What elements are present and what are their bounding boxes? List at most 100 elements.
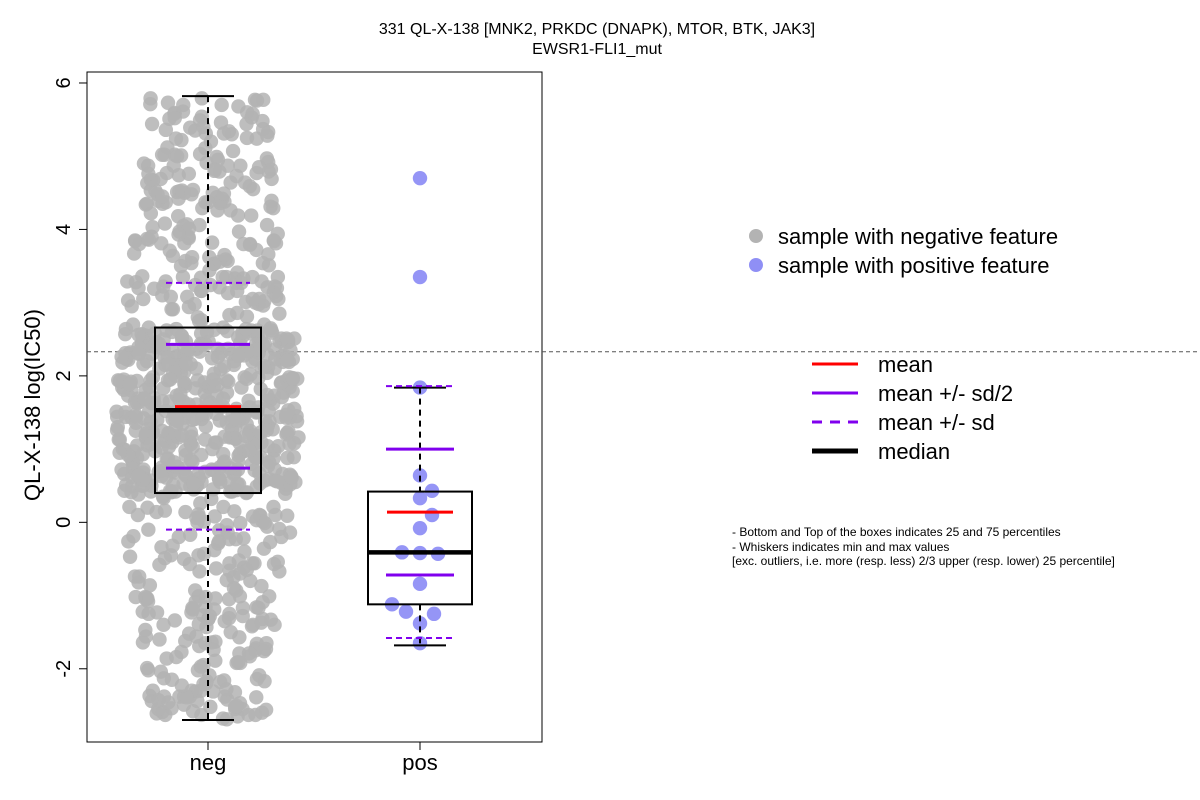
data-point [143, 97, 158, 112]
data-point [126, 529, 141, 544]
data-point [198, 419, 214, 434]
data-point [212, 413, 227, 428]
data-point [202, 608, 217, 624]
data-point [185, 602, 200, 617]
data-point [114, 462, 129, 477]
data-point [209, 561, 224, 576]
footnote: - Bottom and Top of the boxes indicates … [732, 525, 1115, 569]
data-point [167, 110, 182, 126]
data-point [236, 236, 251, 252]
data-point [223, 203, 238, 218]
y-tick-label: 4 [53, 224, 75, 235]
data-point [228, 411, 243, 427]
data-point [261, 455, 277, 470]
data-point [166, 477, 181, 493]
data-point [200, 195, 216, 210]
data-point [412, 468, 428, 483]
data-point [184, 187, 199, 202]
data-point [138, 622, 153, 638]
data-point [174, 644, 189, 660]
data-point [252, 668, 267, 683]
data-point [158, 274, 173, 289]
data-point [124, 299, 139, 314]
data-point [412, 269, 428, 285]
data-point [239, 130, 255, 146]
data-point [206, 642, 221, 657]
data-point [242, 179, 257, 194]
data-point [258, 702, 274, 717]
data-point [282, 436, 297, 452]
data-point [266, 233, 282, 249]
data-point [167, 613, 183, 628]
data-point [156, 617, 171, 633]
data-point [261, 258, 277, 273]
data-point [183, 452, 199, 468]
data-point [235, 608, 250, 624]
data-point [257, 293, 272, 309]
data-point [118, 477, 134, 493]
data-point [229, 305, 245, 321]
data-point [162, 394, 177, 409]
data-point [412, 616, 428, 631]
data-point [188, 277, 203, 293]
data-point [191, 589, 206, 604]
x-tick-label: pos [402, 750, 437, 775]
data-point [122, 499, 137, 515]
data-point [254, 578, 269, 594]
y-tick-label: 0 [53, 517, 75, 528]
data-point [131, 327, 146, 343]
data-point [272, 521, 287, 537]
data-point [194, 109, 209, 124]
data-point [169, 149, 185, 164]
data-point [131, 468, 146, 483]
data-point [128, 589, 143, 605]
legend-label: mean +/- sd/2 [878, 381, 1013, 406]
y-tick-label: 6 [53, 77, 75, 88]
legend-label: mean +/- sd [878, 410, 995, 435]
data-point [231, 99, 246, 114]
data-point [170, 209, 186, 224]
data-point [231, 224, 247, 239]
data-point [174, 427, 190, 443]
data-point [238, 428, 254, 444]
data-point [268, 351, 283, 367]
data-point [182, 527, 198, 542]
data-point [398, 604, 414, 619]
data-point [227, 504, 242, 519]
data-point [154, 468, 169, 484]
data-point [118, 321, 134, 337]
data-point [165, 302, 181, 317]
data-point [155, 189, 170, 204]
data-point [264, 171, 279, 187]
data-point [256, 92, 271, 108]
data-point [286, 449, 302, 465]
data-point [272, 306, 287, 321]
data-point [111, 432, 126, 447]
data-point [238, 321, 254, 337]
data-point [207, 163, 222, 179]
data-point [141, 522, 156, 537]
data-point [139, 196, 155, 212]
data-point [188, 381, 203, 396]
data-point [164, 672, 180, 687]
data-point [183, 120, 198, 135]
data-point [220, 158, 236, 173]
data-point [229, 698, 245, 714]
data-point [191, 510, 207, 525]
data-point [256, 644, 272, 659]
data-point [244, 208, 259, 223]
data-point [207, 509, 222, 524]
data-point [230, 654, 246, 670]
data-point [203, 699, 218, 715]
data-point [145, 370, 161, 385]
data-point [131, 346, 147, 362]
data-point [208, 653, 223, 668]
data-point [122, 376, 138, 392]
data-point [231, 454, 246, 469]
x-tick-label: neg [190, 750, 227, 775]
data-point [260, 438, 275, 454]
data-point [149, 504, 164, 520]
data-point [213, 362, 228, 377]
legend-label: sample with positive feature [778, 253, 1049, 278]
